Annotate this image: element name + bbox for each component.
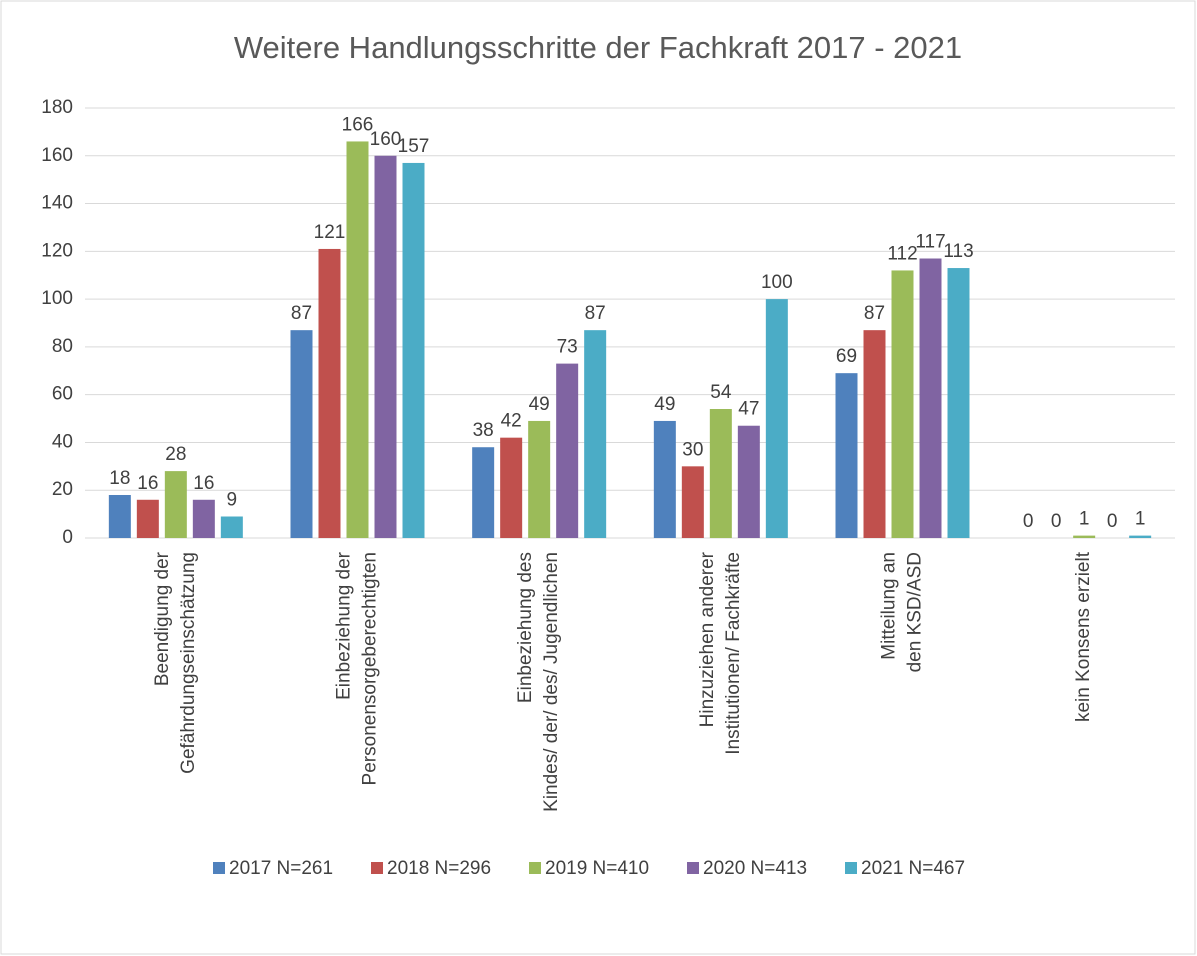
- x-tick-label: Einbeziehung des Kindes/ der/ des/ Jugend…: [515, 552, 562, 812]
- bar: [500, 437, 523, 538]
- data-label: 69: [836, 346, 857, 367]
- legend-label: 2018 N=296: [387, 858, 491, 879]
- data-label: 38: [473, 420, 494, 441]
- x-tick-label: Hinzuziehen anderer Institutionen/ Fachkr…: [697, 551, 744, 754]
- data-label: 49: [529, 394, 550, 415]
- data-label: 117: [915, 232, 945, 253]
- data-label: 87: [585, 303, 606, 324]
- bar: [528, 420, 551, 538]
- data-label: 0: [1023, 511, 1034, 532]
- data-label: 30: [682, 439, 703, 460]
- bar: [556, 363, 579, 538]
- bar: [346, 141, 369, 538]
- legend-label: 2017 N=261: [229, 858, 333, 879]
- legend-label: 2021 N=467: [861, 858, 965, 879]
- bar: [891, 270, 914, 538]
- x-tick-label: Einbeziehung der Personensorgeberechtigte…: [334, 551, 381, 785]
- legend-swatch: [213, 862, 225, 874]
- x-tick-label: kein Konsens erzielt: [1073, 551, 1094, 722]
- bar: [136, 499, 159, 538]
- bar: [472, 447, 495, 538]
- y-tick-label: 40: [52, 431, 73, 452]
- bar: [192, 499, 215, 538]
- data-label: 9: [227, 490, 238, 511]
- y-tick-label: 60: [52, 384, 73, 405]
- data-label: 0: [1107, 511, 1118, 532]
- bar: [709, 409, 732, 538]
- bar: [863, 330, 886, 538]
- bar: [402, 162, 425, 538]
- data-label: 113: [943, 241, 973, 262]
- data-label: 87: [864, 303, 885, 324]
- bar: [290, 330, 313, 538]
- y-tick-label: 20: [52, 479, 73, 500]
- legend-swatch: [845, 862, 857, 874]
- data-label: 1: [1079, 509, 1090, 530]
- legend-label: 2019 N=410: [545, 858, 649, 879]
- y-tick-label: 180: [41, 97, 73, 118]
- data-label: 28: [165, 444, 186, 465]
- data-label: 166: [342, 114, 374, 135]
- bar: [765, 299, 788, 538]
- bar: [1129, 535, 1152, 538]
- data-label: 16: [193, 473, 214, 494]
- data-label: 49: [654, 394, 675, 415]
- bar: [653, 420, 676, 538]
- bar: [1073, 535, 1096, 538]
- data-label: 121: [314, 222, 346, 243]
- bar: [220, 516, 243, 538]
- y-tick-label: 100: [41, 288, 73, 309]
- x-tick-label: Beendigung der Gefährdungseinschätzung: [152, 551, 199, 773]
- data-label: 160: [370, 129, 402, 150]
- data-label: 18: [109, 468, 130, 489]
- chart-title: Weitere Handlungsschritte der Fachkraft …: [234, 30, 962, 65]
- data-label: 100: [761, 272, 793, 293]
- bar: [374, 155, 397, 538]
- y-tick-label: 0: [62, 527, 73, 548]
- bar: [947, 268, 970, 538]
- data-label: 16: [137, 473, 158, 494]
- bar: [584, 330, 607, 538]
- data-label: 47: [738, 399, 759, 420]
- data-label: 112: [887, 243, 917, 264]
- bar: [737, 425, 760, 538]
- bar: [835, 373, 858, 538]
- data-label: 157: [398, 136, 430, 157]
- x-tick-label: Mitteilung an den KSD/ASD: [879, 552, 926, 672]
- bar: [318, 248, 341, 538]
- legend-swatch: [371, 862, 383, 874]
- bar: [108, 495, 131, 538]
- y-tick-label: 120: [41, 240, 73, 261]
- bar: [919, 258, 942, 538]
- bar: [164, 471, 187, 538]
- legend-swatch: [529, 862, 541, 874]
- data-label: 54: [710, 382, 732, 403]
- y-tick-label: 160: [41, 145, 73, 166]
- y-tick-label: 80: [52, 336, 73, 357]
- legend-label: 2020 N=413: [703, 858, 807, 879]
- data-label: 42: [501, 411, 522, 432]
- data-label: 0: [1051, 511, 1062, 532]
- data-label: 1: [1135, 509, 1146, 530]
- data-label: 87: [291, 303, 312, 324]
- legend-swatch: [687, 862, 699, 874]
- bar: [681, 466, 704, 538]
- data-label: 73: [557, 337, 578, 358]
- y-tick-label: 140: [41, 193, 73, 214]
